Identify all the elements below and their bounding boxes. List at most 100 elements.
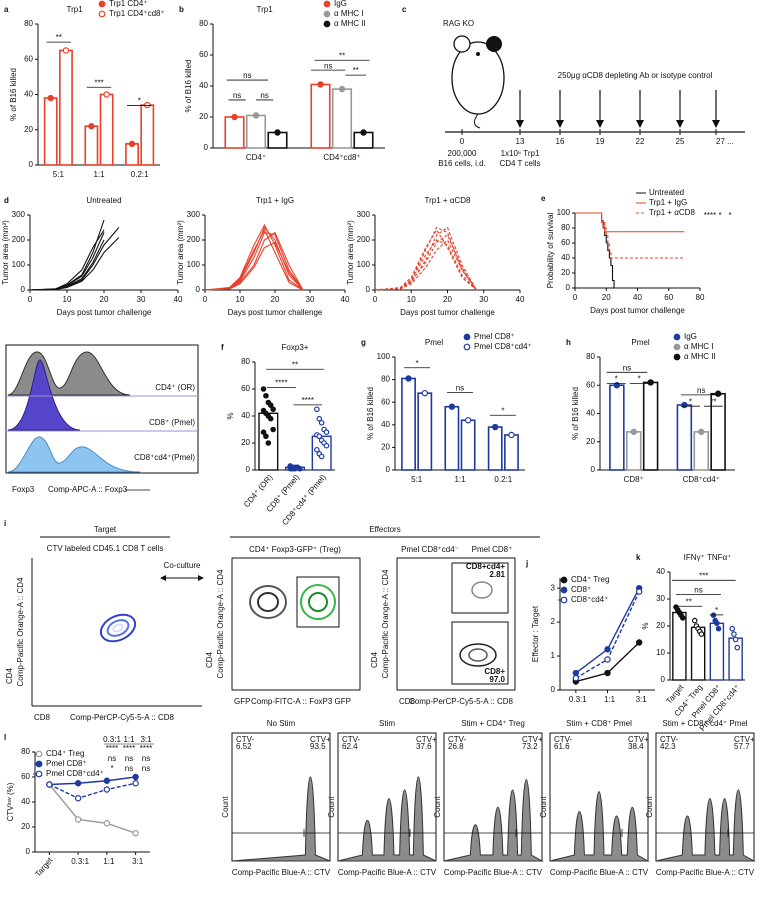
x-tick-label: 1:1 [604, 695, 616, 704]
panel-letter: i [4, 519, 6, 528]
plot-title: Pmel CD8⁺ [472, 545, 513, 554]
panel-letter: h [566, 338, 571, 347]
note: CD4 T cells [499, 159, 540, 168]
contour [249, 585, 287, 619]
track-label: CD8⁺cd4⁺(Pmel) [134, 453, 195, 462]
chart-title: IFNγ⁺ TNFα⁺ [684, 553, 732, 562]
significance-label: **** [275, 379, 287, 388]
chart-title: Trp1 [257, 5, 274, 14]
x-axis-short: GFP [234, 697, 250, 706]
contour [468, 648, 488, 662]
data-point [314, 446, 320, 453]
bar-point [405, 375, 412, 382]
bar [626, 431, 642, 471]
y-axis-label: Count [539, 796, 548, 818]
legend-marker [35, 760, 43, 768]
gate-value: 93.5 [310, 742, 326, 751]
bar [444, 405, 460, 471]
data-point [260, 429, 267, 436]
series-point [604, 669, 611, 677]
legend-label: Trp1 + IgG [649, 198, 687, 207]
gate-value: 6.52 [236, 742, 252, 751]
y-tick-label: 200 [12, 235, 26, 244]
table-cell: ns [108, 754, 116, 763]
y-tick-label: 20 [656, 621, 665, 630]
table-header: 0.3:1 [103, 735, 121, 744]
bar-point [464, 417, 472, 424]
y-tick-label: 300 [12, 210, 26, 219]
data-point [263, 392, 269, 399]
x-tick-label: 40 [341, 295, 350, 304]
legend-label: CD4⁺ Treg [571, 575, 609, 584]
plot-title: No Stim [267, 719, 296, 728]
data-point [296, 465, 303, 472]
significance-label: * [715, 606, 718, 615]
gate-value: 73.2 [522, 742, 538, 751]
histogram [655, 789, 756, 862]
gate-value: 42.3 [660, 742, 676, 751]
y-axis-label: % of B16 killed [366, 387, 375, 440]
data-point [732, 636, 739, 643]
plot-frame [396, 557, 516, 691]
legend-label: Trp1 CD4⁺ [109, 0, 148, 8]
y-tick-label: 60 [241, 384, 250, 393]
legend-marker [323, 10, 331, 18]
significance-label: * [501, 406, 504, 415]
y-tick-label: 0 [204, 143, 209, 152]
y-tick-label: 20 [381, 443, 390, 452]
table-header: 3:1 [140, 735, 152, 744]
histogram [443, 779, 544, 862]
significance-label: ** [353, 66, 359, 75]
legend-marker [323, 0, 331, 8]
histogram [337, 776, 437, 862]
chart-title: Foxp3+ [282, 343, 309, 352]
x-tick-label: 60 [664, 293, 673, 302]
gate [296, 576, 340, 628]
x-tick-label: 3:1 [636, 695, 648, 704]
y-tick-label: 20 [199, 112, 208, 121]
significance-label: ns [697, 386, 705, 395]
x-tick-label: 0.3:1 [71, 857, 89, 866]
series-line [204, 223, 304, 291]
series-line [49, 782, 136, 799]
legend-label: CD4⁺ Treg [46, 749, 84, 758]
data-point [715, 625, 722, 632]
significance-label: * [638, 375, 641, 384]
x-tick-label: 0 [573, 293, 578, 302]
gate-value: 61.6 [554, 742, 570, 751]
significance-label: ** [710, 397, 716, 406]
x-tick-label: CD4⁺ [246, 153, 266, 162]
legend-label: Pmel CD8⁺ [46, 759, 87, 768]
legend-label: IgG [334, 0, 347, 8]
bar [676, 404, 693, 471]
legend-label: α MHC I [334, 9, 364, 18]
y-tick-label: 40 [381, 420, 390, 429]
series-line [374, 228, 477, 291]
histogram-frame [5, 344, 199, 474]
y-tick-label: 60 [21, 772, 30, 781]
panel-letter: c [402, 5, 407, 14]
x-tick-label: CD8⁺cd4⁺ [683, 475, 720, 484]
y-tick-label: 300 [357, 210, 371, 219]
bar-point [714, 390, 722, 397]
panel-letter: g [361, 338, 366, 347]
track-label: CD4⁺ (OR) [155, 383, 195, 392]
series-line [204, 228, 304, 291]
arrow-head [556, 120, 564, 128]
y-tick-label: 60 [381, 397, 390, 406]
panel-letter: j [525, 559, 528, 568]
gate-label: CTV- [236, 735, 255, 744]
chart-title: Trp1 + IgG [256, 196, 294, 205]
y-tick-label: 40 [199, 81, 208, 90]
bar-point [128, 140, 136, 148]
bar-point [252, 112, 260, 119]
y-axis-label: % of B16 killed [571, 387, 580, 440]
gate-value: 38.4 [628, 742, 644, 751]
y-axis-label: % [641, 622, 650, 629]
x-axis-label: Comp-Pacific Blue-A :: CTV [444, 868, 543, 877]
significance-label: *** [94, 78, 103, 87]
x-tick-label: 0.3:1 [569, 695, 587, 704]
series-line [29, 219, 105, 291]
series-point [132, 830, 139, 837]
